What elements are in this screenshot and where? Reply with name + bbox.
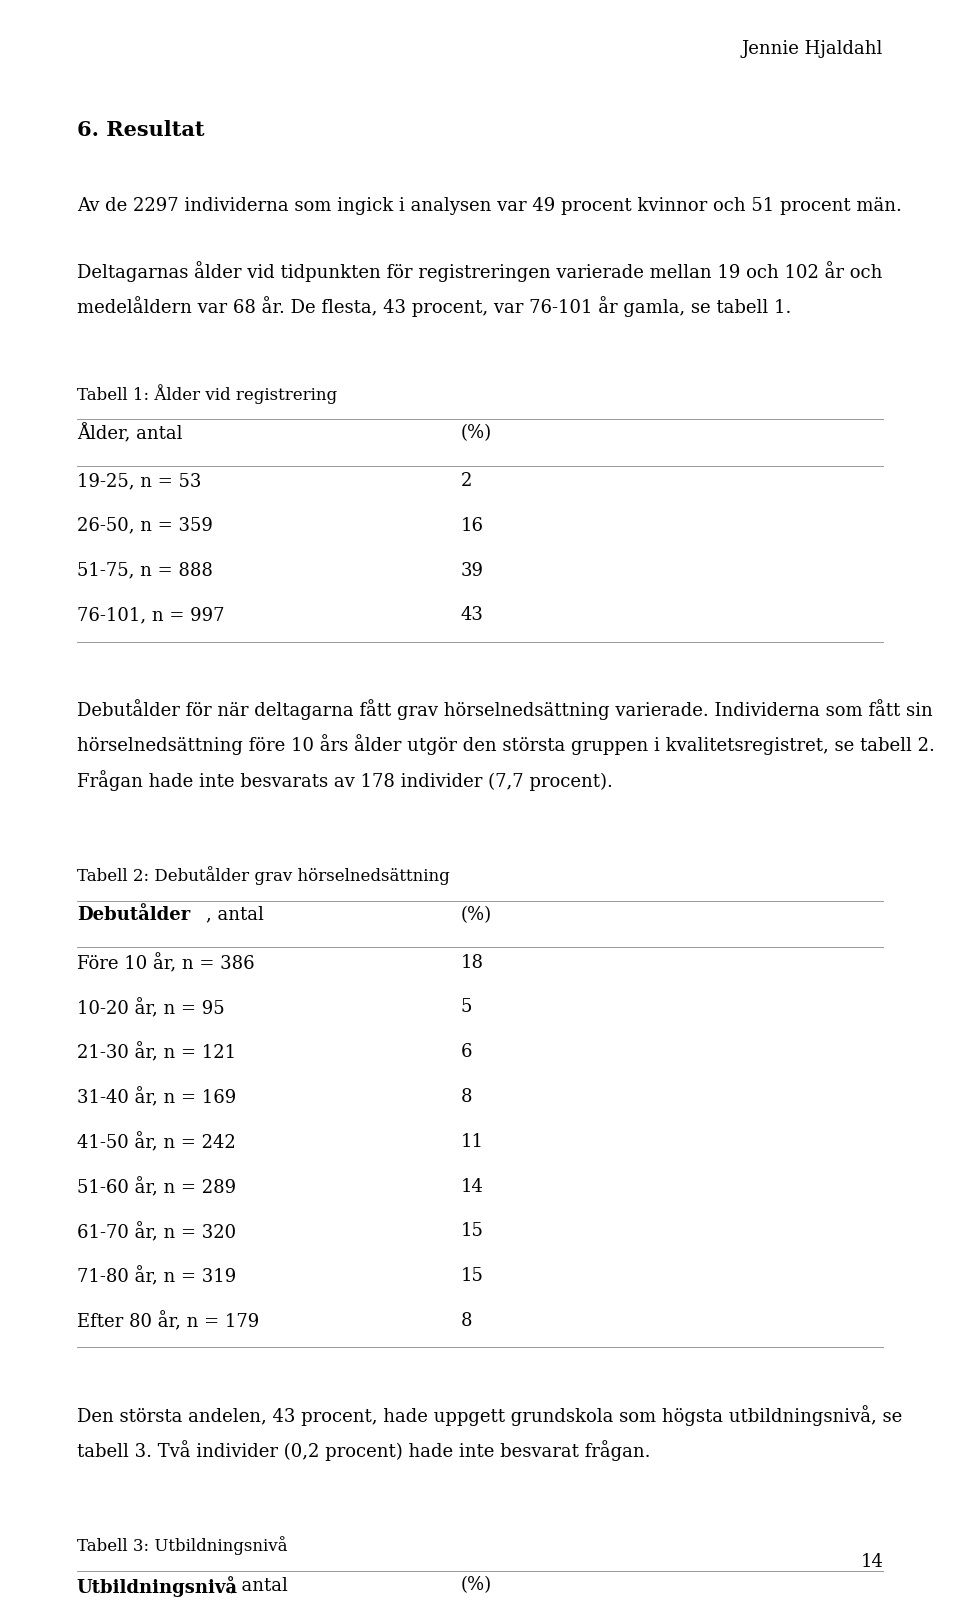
Text: Jennie Hjaldahl: Jennie Hjaldahl bbox=[742, 40, 883, 58]
Text: 11: 11 bbox=[461, 1133, 484, 1150]
Text: Före 10 år, n = 386: Före 10 år, n = 386 bbox=[77, 954, 254, 973]
Text: 6: 6 bbox=[461, 1043, 472, 1061]
Text: 39: 39 bbox=[461, 562, 484, 579]
Text: Tabell 3: Utbildningsnivå: Tabell 3: Utbildningsnivå bbox=[77, 1536, 287, 1555]
Text: 8: 8 bbox=[461, 1088, 472, 1106]
Text: (%): (%) bbox=[461, 1576, 492, 1594]
Text: 2: 2 bbox=[461, 472, 472, 490]
Text: (%): (%) bbox=[461, 906, 492, 923]
Text: 10-20 år, n = 95: 10-20 år, n = 95 bbox=[77, 998, 225, 1018]
Text: Ålder, antal: Ålder, antal bbox=[77, 424, 182, 443]
Text: 51-60 år, n = 289: 51-60 år, n = 289 bbox=[77, 1178, 236, 1197]
Text: 14: 14 bbox=[860, 1554, 883, 1571]
Text: Frågan hade inte besvarats av 178 individer (7,7 procent).: Frågan hade inte besvarats av 178 indivi… bbox=[77, 770, 612, 790]
Text: 19-25, n = 53: 19-25, n = 53 bbox=[77, 472, 202, 490]
Text: 41-50 år, n = 242: 41-50 år, n = 242 bbox=[77, 1133, 235, 1152]
Text: , antal: , antal bbox=[206, 906, 264, 923]
Text: medelåldern var 68 år. De flesta, 43 procent, var 76-101 år gamla, se tabell 1.: medelåldern var 68 år. De flesta, 43 pro… bbox=[77, 296, 791, 317]
Text: 8: 8 bbox=[461, 1312, 472, 1330]
Text: 71-80 år, n = 319: 71-80 år, n = 319 bbox=[77, 1267, 236, 1286]
Text: 18: 18 bbox=[461, 954, 484, 971]
Text: Deltagarnas ålder vid tidpunkten för registreringen varierade mellan 19 och 102 : Deltagarnas ålder vid tidpunkten för reg… bbox=[77, 261, 882, 282]
Text: Utbildningsnivå: Utbildningsnivå bbox=[77, 1576, 238, 1597]
Text: 61-70 år, n = 320: 61-70 år, n = 320 bbox=[77, 1222, 236, 1242]
Text: Tabell 2: Debutålder grav hörselnedsättning: Tabell 2: Debutålder grav hörselnedsättn… bbox=[77, 866, 449, 885]
Text: Tabell 1: Ålder vid registrering: Tabell 1: Ålder vid registrering bbox=[77, 384, 337, 403]
Text: 14: 14 bbox=[461, 1178, 484, 1195]
Text: Den största andelen, 43 procent, hade uppgett grundskola som högsta utbildningsn: Den största andelen, 43 procent, hade up… bbox=[77, 1405, 902, 1426]
Text: tabell 3. Två individer (0,2 procent) hade inte besvarat frågan.: tabell 3. Två individer (0,2 procent) ha… bbox=[77, 1440, 650, 1461]
Text: 5: 5 bbox=[461, 998, 472, 1016]
Text: 15: 15 bbox=[461, 1222, 484, 1240]
Text: 43: 43 bbox=[461, 606, 484, 624]
Text: Efter 80 år, n = 179: Efter 80 år, n = 179 bbox=[77, 1312, 259, 1331]
Text: Av de 2297 individerna som ingick i analysen var 49 procent kvinnor och 51 proce: Av de 2297 individerna som ingick i anal… bbox=[77, 197, 901, 214]
Text: 51-75, n = 888: 51-75, n = 888 bbox=[77, 562, 213, 579]
Text: (%): (%) bbox=[461, 424, 492, 442]
Text: hörselnedsättning före 10 års ålder utgör den största gruppen i kvalitetsregistr: hörselnedsättning före 10 års ålder utgö… bbox=[77, 734, 935, 755]
Text: , antal: , antal bbox=[230, 1576, 288, 1594]
Text: Debutålder: Debutålder bbox=[77, 906, 190, 923]
Text: 76-101, n = 997: 76-101, n = 997 bbox=[77, 606, 225, 624]
Text: 21-30 år, n = 121: 21-30 år, n = 121 bbox=[77, 1043, 236, 1062]
Text: Debutålder för när deltagarna fått grav hörselnedsättning varierade. Individerna: Debutålder för när deltagarna fått grav … bbox=[77, 699, 932, 720]
Text: 15: 15 bbox=[461, 1267, 484, 1285]
Text: 6. Resultat: 6. Resultat bbox=[77, 120, 204, 141]
Text: 26-50, n = 359: 26-50, n = 359 bbox=[77, 517, 213, 534]
Text: 16: 16 bbox=[461, 517, 484, 534]
Text: 31-40 år, n = 169: 31-40 år, n = 169 bbox=[77, 1088, 236, 1107]
